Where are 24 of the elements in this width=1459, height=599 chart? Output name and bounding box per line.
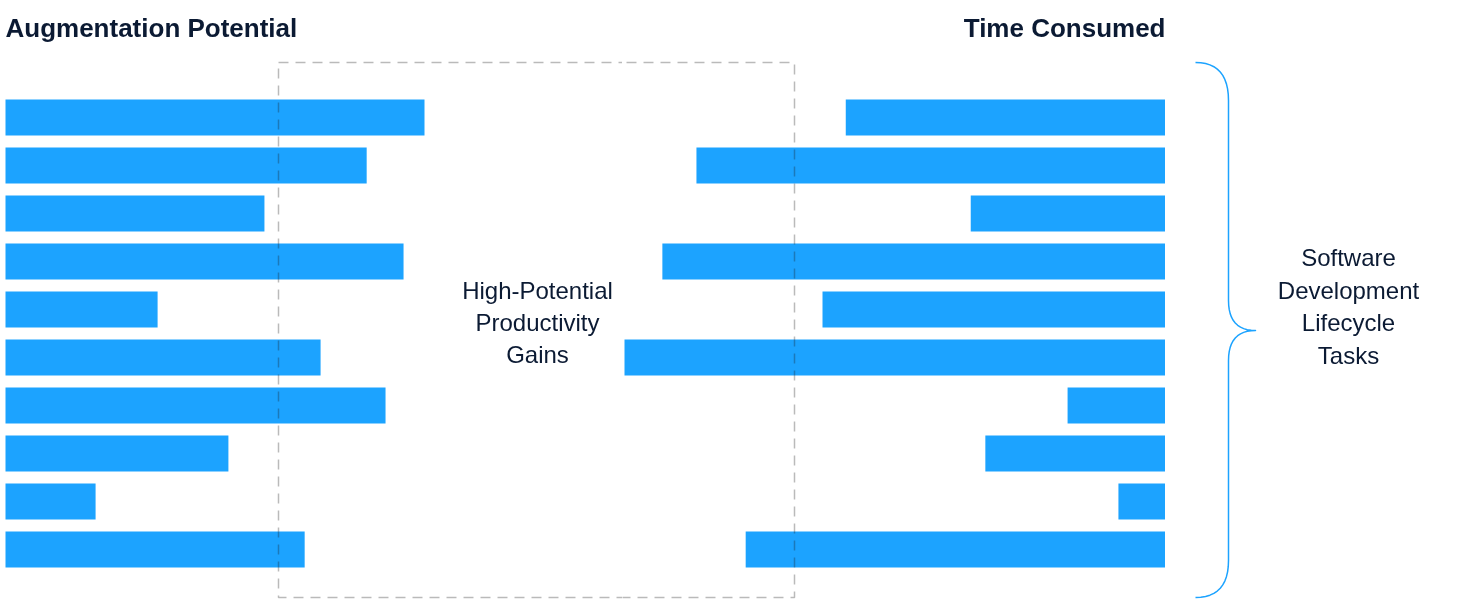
bar [5, 339, 321, 376]
bar [1118, 483, 1165, 520]
bar [5, 483, 96, 520]
bar [5, 531, 305, 568]
bar [624, 339, 1165, 376]
bar [745, 531, 1165, 568]
bar [822, 291, 1165, 328]
bar [970, 195, 1165, 232]
bar [845, 99, 1165, 136]
bar [662, 243, 1165, 280]
bar [5, 435, 229, 472]
bar [5, 147, 367, 184]
text: High-Potential Productivity Gains [462, 276, 613, 369]
bar [5, 291, 158, 328]
bar [5, 243, 404, 280]
bar [696, 147, 1165, 184]
bar [5, 195, 265, 232]
bar [985, 435, 1165, 472]
bar [1067, 387, 1165, 424]
bar [5, 387, 386, 424]
text: Software Development Lifecycle Tasks [1277, 244, 1420, 369]
chart-title: Time Consumed [963, 12, 1166, 43]
chart-title: Augmentation Potential [5, 12, 298, 43]
bar [5, 99, 425, 136]
